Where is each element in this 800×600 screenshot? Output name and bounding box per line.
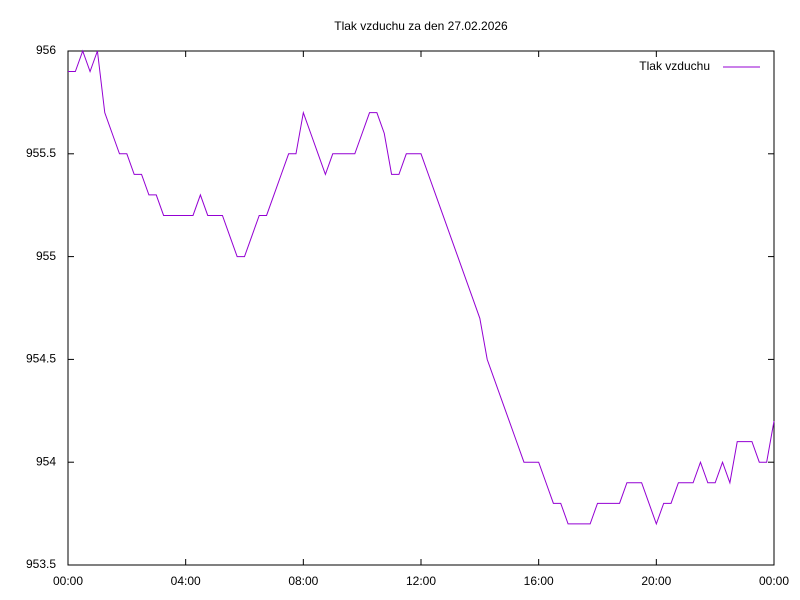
x-tick-label: 08:00	[288, 574, 318, 588]
chart-title: Tlak vzduchu za den 27.02.2026	[334, 19, 508, 33]
data-line	[68, 49, 775, 526]
x-tick-label: 16:00	[524, 574, 554, 588]
x-tick-label: 00:00	[759, 574, 789, 588]
y-tick-label: 956	[36, 43, 56, 57]
x-tick-label: 00:00	[53, 574, 83, 588]
y-tick-label: 955	[36, 249, 56, 263]
y-tick-label: 954	[36, 454, 56, 468]
plot-border	[67, 50, 775, 566]
y-tick-label: 955.5	[26, 146, 56, 160]
x-tick-label: 20:00	[641, 574, 671, 588]
x-tick-label: 04:00	[171, 574, 201, 588]
legend-label: Tlak vzduchu	[639, 59, 710, 73]
y-tick-label: 954.5	[26, 352, 56, 366]
y-tick-label: 953.5	[26, 557, 56, 571]
x-tick-label: 12:00	[406, 574, 436, 588]
